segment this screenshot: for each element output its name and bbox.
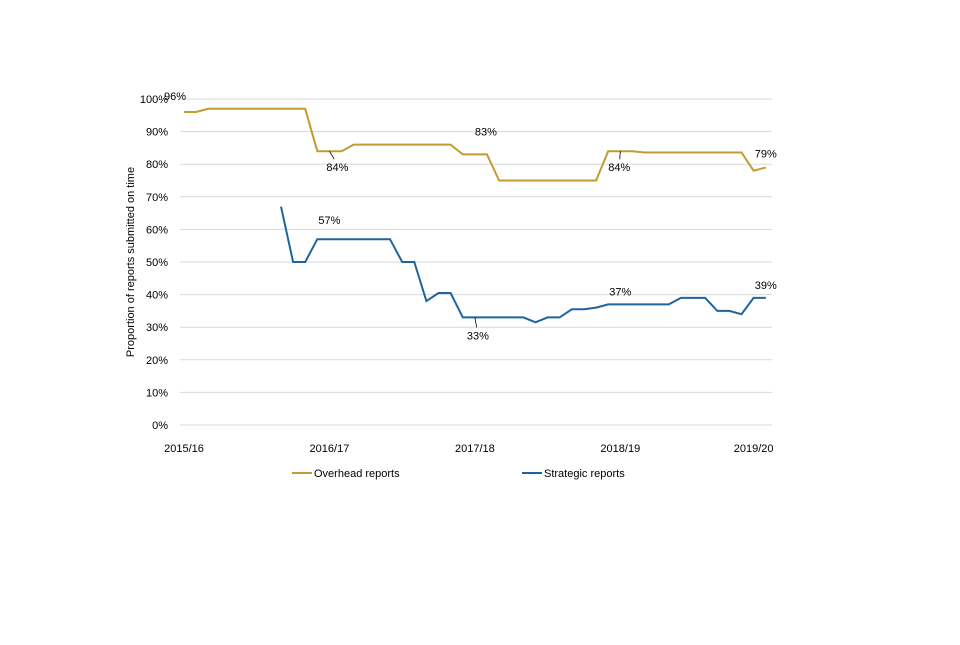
y-tick-label: 90% [146, 127, 168, 139]
y-axis-ticks: 0% 10% 20% 30% 40% 50% 60% 70% 80% 90% 100% [140, 94, 168, 432]
data-label: 33% [467, 330, 489, 342]
x-axis-ticks: 2015/16 2016/17 2017/18 2018/19 2019/20 [164, 443, 773, 455]
x-tick-label: 2015/16 [164, 443, 204, 455]
legend-label: Strategic reports [544, 468, 625, 480]
y-axis-label: Proportion of reports submitted on time [125, 167, 137, 357]
x-tick-label: 2017/18 [455, 443, 495, 455]
data-label: 39% [755, 280, 777, 292]
y-tick-label: 20% [146, 355, 168, 367]
y-tick-label: 80% [146, 159, 168, 171]
y-tick-label: 0% [152, 420, 168, 432]
data-label: 57% [318, 215, 340, 227]
series-line-overhead [184, 107, 767, 182]
label-leader-line [329, 150, 335, 160]
y-tick-label: 40% [146, 290, 168, 302]
label-leader-line [474, 317, 478, 328]
data-label: 84% [326, 162, 348, 174]
legend: Overhead reports Strategic reports [292, 468, 625, 480]
data-label: 83% [475, 126, 497, 138]
y-tick-label: 60% [146, 224, 168, 236]
y-tick-label: 10% [146, 387, 168, 399]
y-tick-label: 100% [140, 94, 168, 106]
y-tick-label: 70% [146, 192, 168, 204]
y-tick-label: 30% [146, 322, 168, 334]
data-label: 79% [755, 148, 777, 160]
x-tick-label: 2019/20 [734, 443, 774, 455]
label-leader-line [619, 151, 621, 160]
data-label: 84% [608, 162, 630, 174]
legend-label: Overhead reports [314, 468, 400, 480]
data-label: 37% [609, 286, 631, 298]
data-labels: 96% 84% 83% 84% 79% 57% 33% 37% 39% [164, 91, 777, 342]
x-tick-label: 2016/17 [310, 443, 350, 455]
y-tick-label: 50% [146, 257, 168, 269]
data-label: 96% [164, 91, 186, 103]
x-tick-label: 2018/19 [600, 443, 640, 455]
gridlines [180, 98, 772, 426]
series-line-strategic [280, 206, 766, 324]
series-lines [184, 107, 767, 324]
